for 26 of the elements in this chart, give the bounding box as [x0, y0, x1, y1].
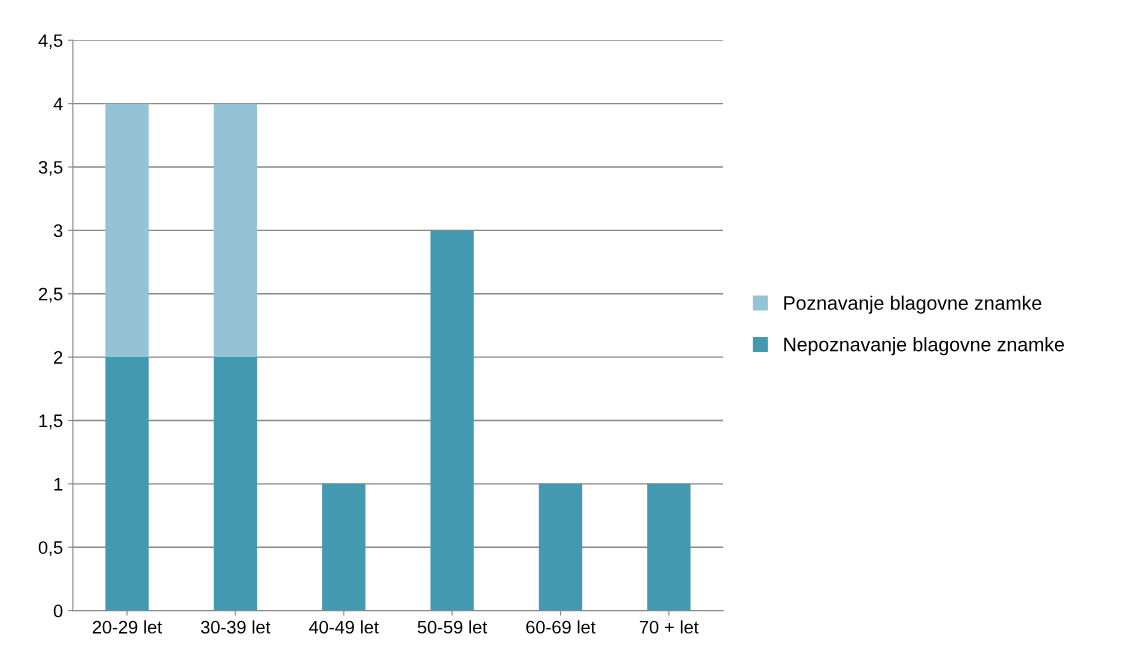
y-tick-label: 1,5 — [39, 414, 63, 430]
y-tick-label: 3,5 — [38, 160, 63, 176]
y-tick-label: 4,5 — [38, 34, 63, 50]
y-tick-label: 3 — [53, 224, 63, 238]
y-tick-label: 2,5 — [38, 287, 63, 303]
y-tick-label: 4 — [53, 97, 63, 111]
bar — [430, 230, 474, 611]
bar — [322, 483, 366, 611]
y-tick-label: 2 — [54, 351, 63, 364]
bar — [538, 483, 583, 611]
x-tick-label: 20-29 let — [92, 620, 163, 634]
x-tick-label: 70 + let — [639, 620, 699, 634]
y-tick-label: 0 — [53, 604, 63, 618]
legend-label: Nepoznavanje blagovne znamke — [784, 337, 1064, 356]
bar — [647, 483, 691, 611]
x-tick-label: 60-69 let — [526, 620, 596, 634]
y-tick-label: 0,5 — [38, 541, 63, 557]
bar — [213, 103, 258, 358]
x-tick-label: 40-49 let — [309, 620, 379, 634]
legend-label: Poznavanje blagovne znamke — [784, 295, 1042, 314]
bar — [105, 357, 149, 611]
y-tick-label: 1 — [54, 477, 63, 491]
x-tick-label: 50-59 let — [417, 620, 488, 634]
bar — [213, 357, 258, 611]
bar — [105, 103, 149, 358]
x-tick-label: 30-39 let — [200, 620, 271, 634]
